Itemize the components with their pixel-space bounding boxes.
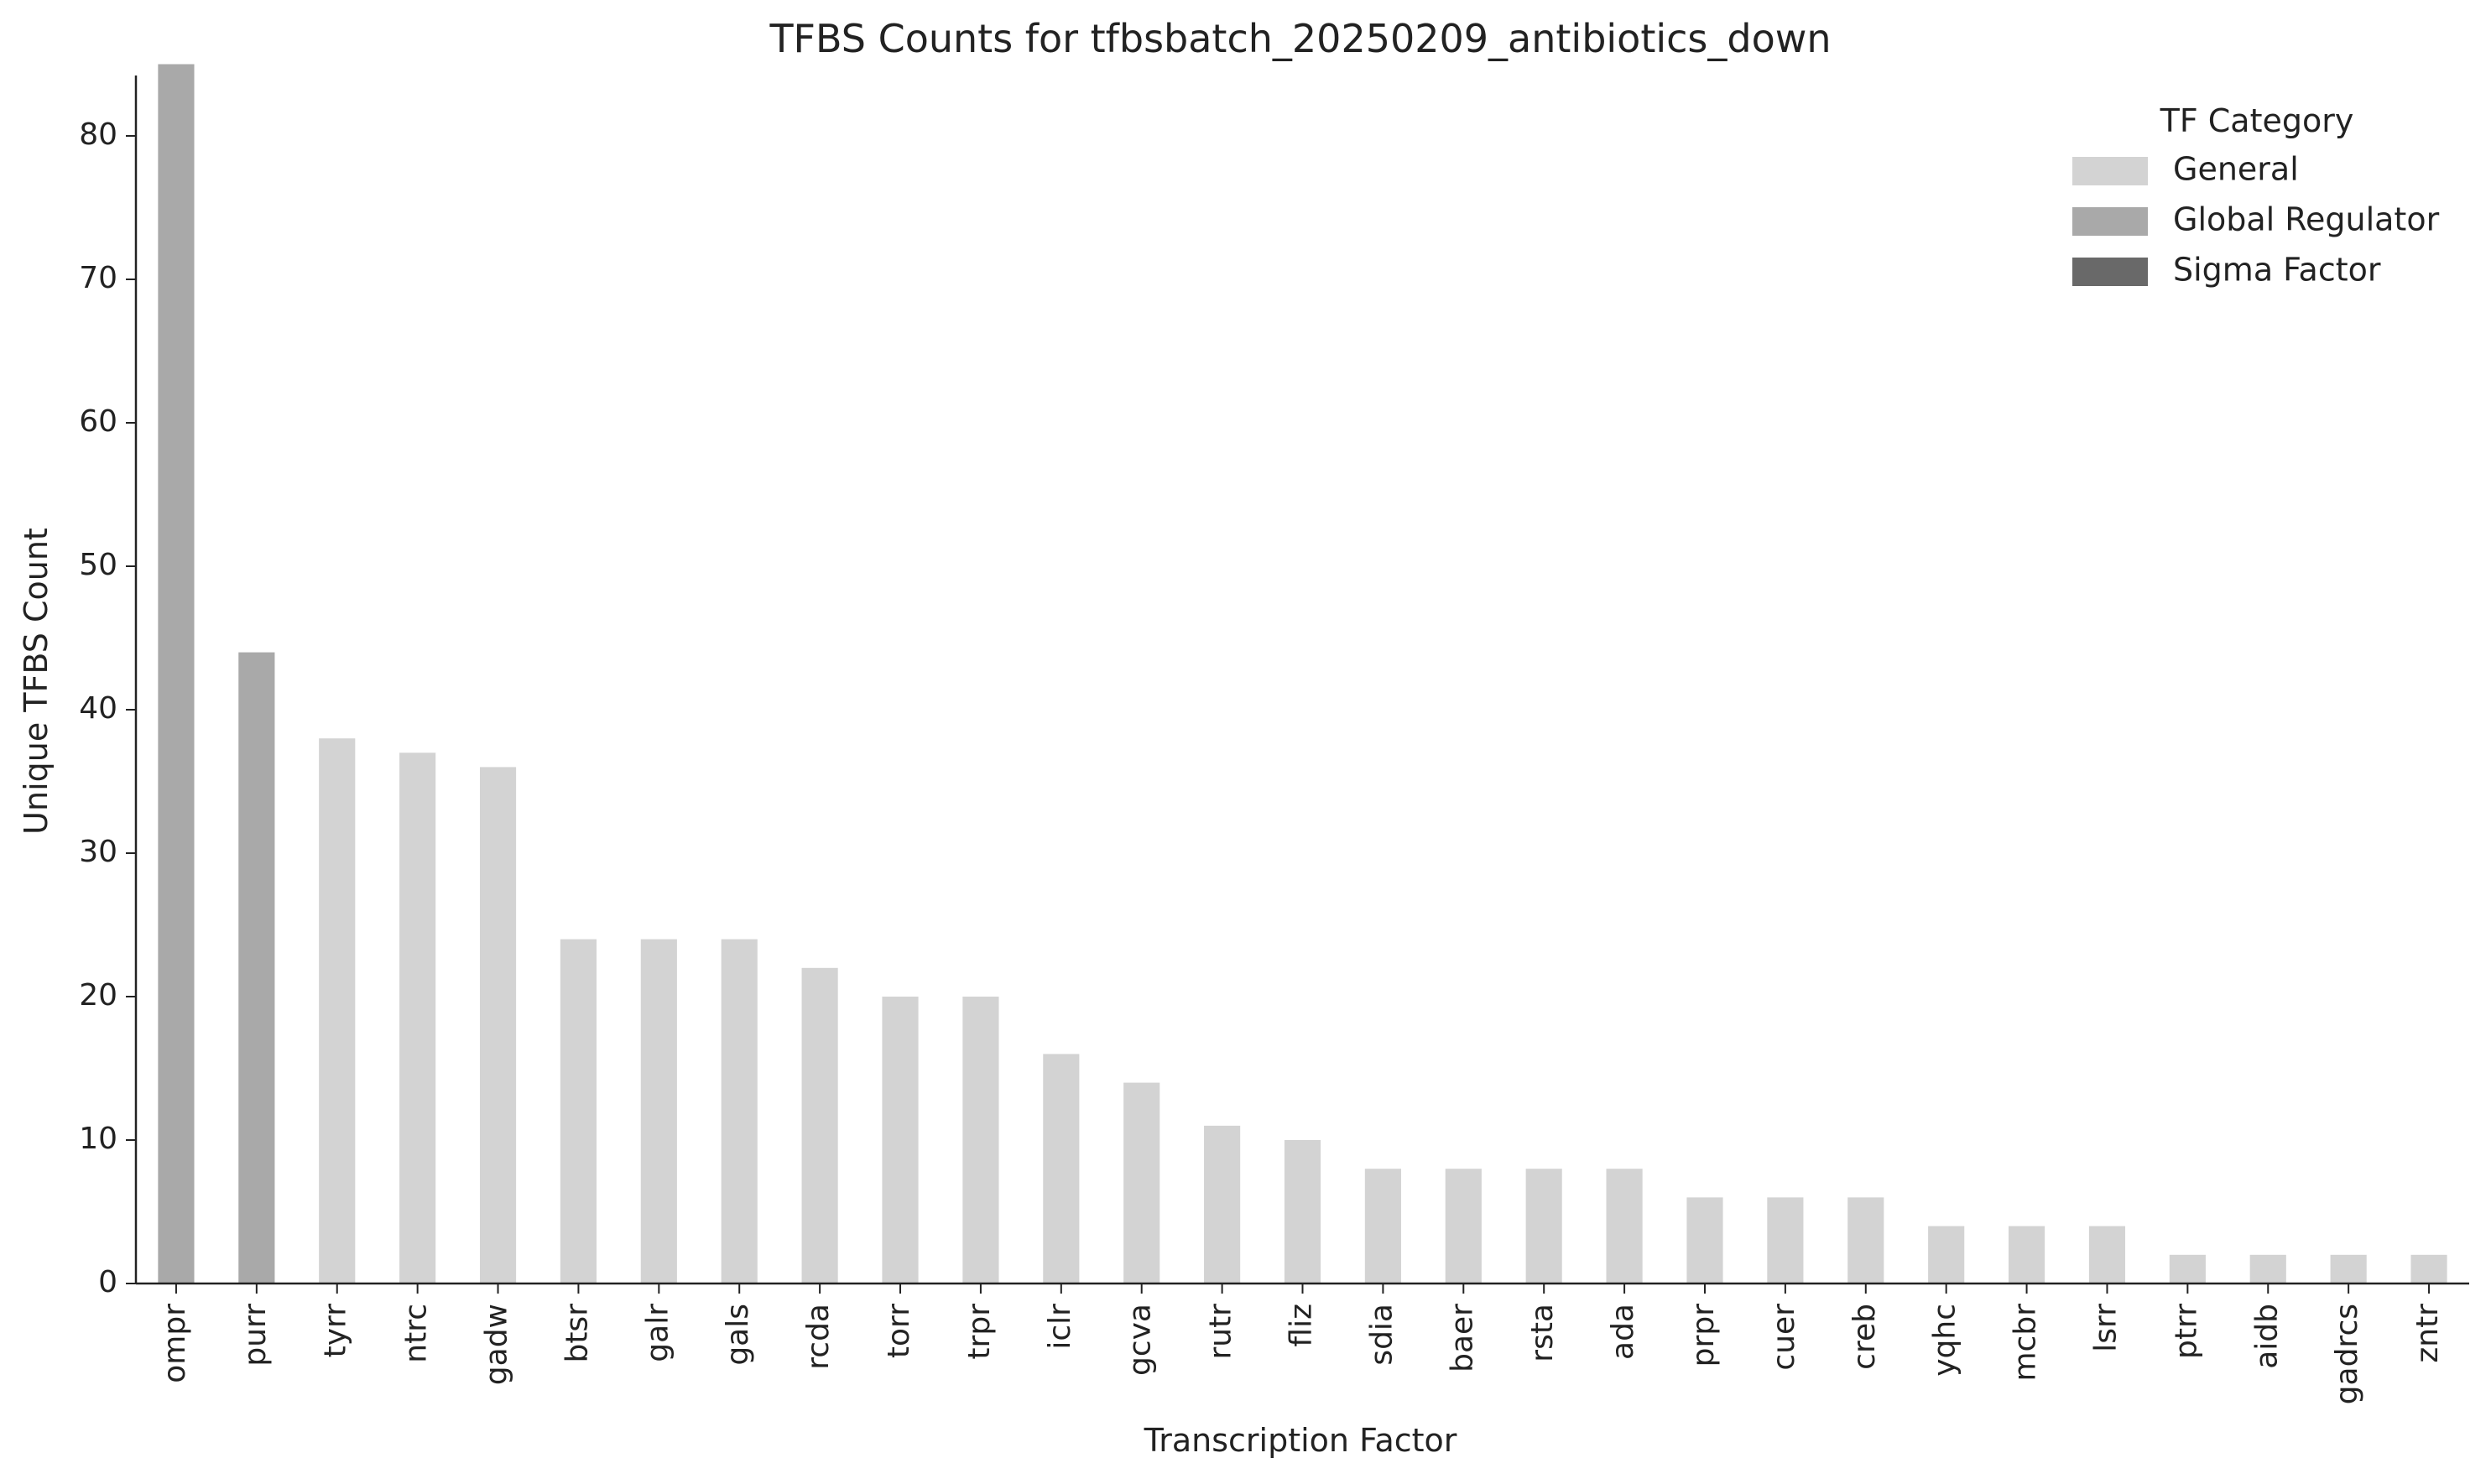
x-tick-label: gals — [721, 1304, 755, 1366]
axes-layer: ompr purr tyrr ntrc gadw btsr galr gals rcda torr… — [79, 76, 2469, 1404]
x-tick-label: rutr — [1204, 1304, 1238, 1360]
bar-btsr — [560, 939, 597, 1284]
y-tick-label: 40 — [79, 691, 117, 726]
x-tick-label: torr — [882, 1304, 916, 1358]
bar-ompr — [158, 64, 195, 1284]
legend-swatch — [2072, 207, 2148, 236]
y-tick-label: 60 — [79, 404, 117, 439]
x-tick-label: fliz — [1285, 1304, 1319, 1347]
x-tick-label: gadw — [480, 1304, 514, 1385]
y-tick-label: 30 — [79, 835, 117, 869]
bar-gals — [721, 939, 758, 1284]
x-tick-label: galr — [640, 1304, 675, 1362]
x-tick-label: rsta — [1525, 1304, 1560, 1362]
bar-yqhc — [1928, 1226, 1965, 1284]
y-tick-label: 50 — [79, 548, 117, 582]
bar-zntr — [2410, 1254, 2447, 1284]
bar-gcva — [1123, 1082, 1160, 1284]
bar-cuer — [1767, 1197, 1804, 1284]
bar-gadrcs — [2330, 1254, 2367, 1284]
x-tick-label: gadrcs — [2330, 1304, 2364, 1404]
bar-mcbr — [2008, 1226, 2045, 1284]
x-tick-label: iclr — [1043, 1304, 1077, 1350]
bar-ada — [1606, 1169, 1643, 1284]
x-tick-label: ptrr — [2169, 1304, 2203, 1359]
x-tick-label: purr — [238, 1304, 273, 1367]
x-tick-label: aidb — [2249, 1304, 2284, 1369]
y-tick-label: 80 — [79, 117, 117, 152]
y-tick-label: 10 — [79, 1122, 117, 1156]
y-axis-label: Unique TFBS Count — [18, 528, 55, 835]
x-tick-label: trpr — [962, 1304, 997, 1360]
bars-layer — [158, 64, 2447, 1284]
x-tick-label: baer — [1445, 1304, 1479, 1372]
x-axis-label: Transcription Factor — [1144, 1422, 1457, 1459]
x-tick-label: sdia — [1364, 1304, 1399, 1366]
bar-rcda — [801, 967, 838, 1284]
bar-sdia — [1364, 1169, 1401, 1284]
x-tick-label: zntr — [2410, 1304, 2445, 1363]
x-tick-label: tyrr — [319, 1304, 353, 1358]
y-tick-label: 70 — [79, 261, 117, 295]
bar-prpr — [1686, 1197, 1723, 1284]
bar-torr — [882, 997, 919, 1284]
bar-ntrc — [399, 752, 436, 1284]
bar-ptrr — [2169, 1254, 2206, 1284]
bar-fliz — [1284, 1140, 1321, 1284]
x-tick-label: btsr — [560, 1304, 594, 1363]
x-tick-label: rcda — [801, 1304, 836, 1370]
bar-lsrr — [2088, 1226, 2126, 1284]
bar-iclr — [1043, 1054, 1080, 1284]
legend-swatch — [2072, 258, 2148, 286]
bar-galr — [640, 939, 677, 1284]
x-tick-label: prpr — [1686, 1304, 1721, 1367]
x-tick-label: ada — [1606, 1304, 1640, 1360]
x-tick-label: gcva — [1123, 1304, 1158, 1376]
bar-aidb — [2249, 1254, 2286, 1284]
bar-gadw — [479, 767, 517, 1284]
y-tick-label: 0 — [98, 1265, 117, 1299]
x-tick-label: lsrr — [2088, 1304, 2123, 1352]
x-tick-label: ompr — [158, 1304, 192, 1383]
bar-trpr — [962, 997, 999, 1284]
bar-creb — [1847, 1197, 1884, 1284]
legend-label: Sigma Factor — [2173, 252, 2381, 289]
bar-purr — [238, 652, 275, 1284]
bar-rutr — [1204, 1125, 1241, 1284]
x-tick-label: ntrc — [399, 1304, 434, 1363]
legend-title: TF Category — [2160, 102, 2354, 139]
legend-label: General — [2173, 151, 2299, 188]
x-tick-label: cuer — [1767, 1304, 1801, 1371]
x-tick-label: mcbr — [2009, 1304, 2043, 1382]
x-tick-label: creb — [1847, 1304, 1882, 1370]
bar-baer — [1445, 1169, 1482, 1284]
bar-tyrr — [319, 738, 356, 1284]
legend-label: Global Regulator — [2173, 201, 2440, 238]
x-tick-label: yqhc — [1928, 1304, 1962, 1377]
bar-rsta — [1525, 1169, 1562, 1284]
legend-swatch — [2072, 157, 2148, 185]
chart-title: TFBS Counts for tfbsbatch_20250209_antib… — [769, 16, 1831, 61]
y-tick-label: 20 — [79, 978, 117, 1013]
legend: TF Category General Global Regulator Sigma… — [2072, 102, 2440, 289]
